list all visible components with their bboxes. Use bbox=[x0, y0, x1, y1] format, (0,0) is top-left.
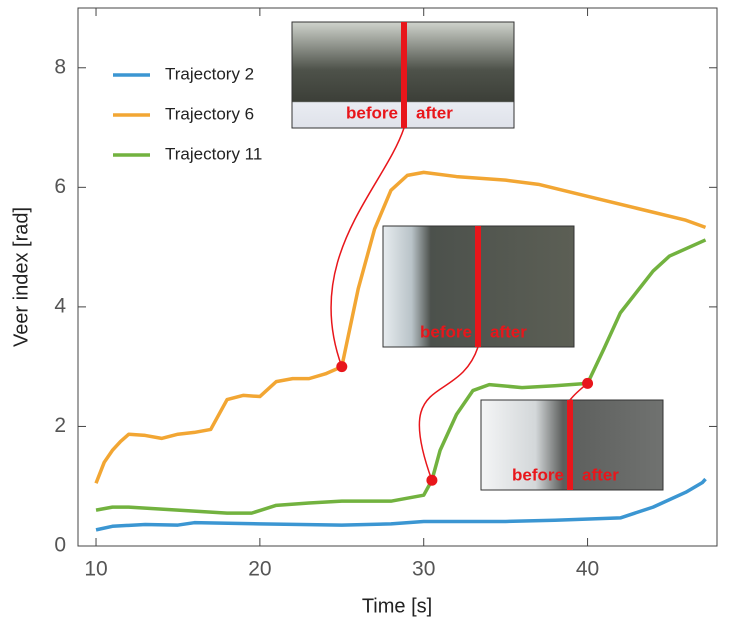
event-marker bbox=[336, 361, 348, 373]
inset-divider bbox=[475, 226, 481, 347]
x-tick-label: 20 bbox=[248, 558, 271, 581]
y-tick-label: 4 bbox=[54, 294, 66, 317]
inset-connector bbox=[330, 127, 405, 367]
y-tick-label: 0 bbox=[54, 534, 66, 557]
y-tick-label: 2 bbox=[54, 414, 66, 437]
inset-after-label: after bbox=[582, 465, 619, 484]
x-tick-label: 10 bbox=[84, 558, 107, 581]
inset-connector bbox=[418, 346, 479, 481]
inset-before-label: before bbox=[420, 322, 472, 341]
series-line bbox=[95, 238, 707, 515]
legend-label: Trajectory 11 bbox=[165, 144, 262, 163]
inset-before-label: before bbox=[346, 103, 398, 122]
inset-after-label: after bbox=[490, 322, 527, 341]
x-tick-label: 30 bbox=[412, 558, 435, 581]
series-line bbox=[94, 170, 707, 484]
legend-label: Trajectory 2 bbox=[165, 64, 254, 83]
event-marker bbox=[426, 474, 438, 486]
event-marker bbox=[582, 377, 594, 389]
inset-divider bbox=[401, 22, 407, 128]
inset-before-label: before bbox=[512, 465, 564, 484]
y-tick-label: 6 bbox=[54, 175, 66, 198]
x-tick-label: 40 bbox=[576, 558, 599, 581]
legend-label: Trajectory 6 bbox=[165, 104, 254, 123]
y-axis-label: Veer index [rad] bbox=[10, 207, 32, 347]
y-tick-label: 8 bbox=[54, 55, 66, 78]
inset-divider bbox=[567, 400, 573, 490]
series-line bbox=[95, 477, 707, 532]
x-axis-label: Time [s] bbox=[362, 595, 432, 617]
plot-frame bbox=[77, 7, 718, 547]
inset-after-label: after bbox=[416, 103, 453, 122]
